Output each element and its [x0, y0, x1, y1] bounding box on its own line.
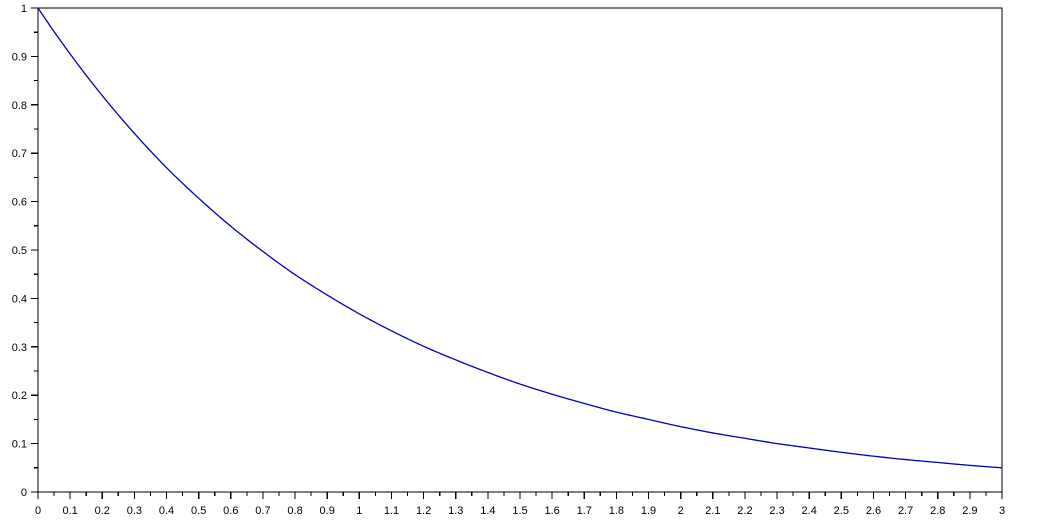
x-tick-label: 0 — [35, 505, 41, 517]
x-tick-label: 0.3 — [127, 505, 142, 517]
x-tick-label: 1.4 — [480, 505, 495, 517]
x-tick-label: 0.6 — [223, 505, 238, 517]
x-tick-label: 2.5 — [834, 505, 849, 517]
x-tick-label: 2.1 — [705, 505, 720, 517]
y-axis-tick-labels: 0 0.1 0.2 0.3 0.4 0.5 0.6 0.7 0.8 0.9 1 — [12, 3, 27, 499]
y-tick-label: 0.5 — [12, 245, 27, 257]
x-tick-label: 1.3 — [448, 505, 463, 517]
y-tick-label: 0.2 — [12, 390, 27, 402]
x-tick-label: 1.8 — [609, 505, 624, 517]
x-tick-label: 1.6 — [544, 505, 559, 517]
y-axis-ticks — [31, 7, 38, 493]
y-tick-label: 0.8 — [12, 100, 27, 112]
x-tick-label: 0.4 — [159, 505, 174, 517]
x-tick-label: 1.5 — [512, 505, 527, 517]
x-tick-label: 3 — [999, 505, 1005, 517]
x-tick-label: 2.2 — [737, 505, 752, 517]
y-tick-label: 0 — [21, 487, 27, 499]
x-tick-label: 0.2 — [95, 505, 110, 517]
x-tick-label: 1.1 — [384, 505, 399, 517]
x-tick-label: 1.7 — [577, 505, 592, 517]
y-tick-label: 0.4 — [12, 293, 27, 305]
x-tick-label: 2.4 — [802, 505, 817, 517]
x-tick-label: 0.1 — [62, 505, 77, 517]
x-tick-label: 1.9 — [641, 505, 656, 517]
data-series-group — [37, 7, 1003, 469]
y-tick-label: 0.1 — [12, 439, 27, 451]
x-tick-label: 2.8 — [930, 505, 945, 517]
data-curve — [37, 7, 1003, 469]
x-tick-label: 1 — [356, 505, 362, 517]
x-axis-tick-labels: 0 0.1 0.2 0.3 0.4 0.5 0.6 0.7 0.8 0.9 1 1.1 1.2 1.3 1.… — [35, 505, 1005, 517]
plot-frame — [37, 7, 1003, 493]
x-tick-label: 2.7 — [898, 505, 913, 517]
x-tick-label: 2.3 — [769, 505, 784, 517]
x-tick-label: 0.5 — [191, 505, 206, 517]
x-tick-label: 0.8 — [287, 505, 302, 517]
x-tick-label: 0.9 — [320, 505, 335, 517]
x-tick-label: 2.9 — [962, 505, 977, 517]
y-tick-label: 1 — [21, 3, 27, 15]
y-tick-label: 0.9 — [12, 51, 27, 63]
y-tick-label: 0.6 — [12, 197, 27, 209]
y-tick-label: 0.3 — [12, 342, 27, 354]
axis-box — [37, 7, 1003, 493]
x-axis-ticks — [37, 492, 1003, 499]
x-tick-label: 2.6 — [866, 505, 881, 517]
x-tick-label: 0.7 — [255, 505, 270, 517]
y-tick-label: 0.7 — [12, 148, 27, 160]
x-tick-label: 2 — [678, 505, 684, 517]
x-tick-label: 1.2 — [416, 505, 431, 517]
